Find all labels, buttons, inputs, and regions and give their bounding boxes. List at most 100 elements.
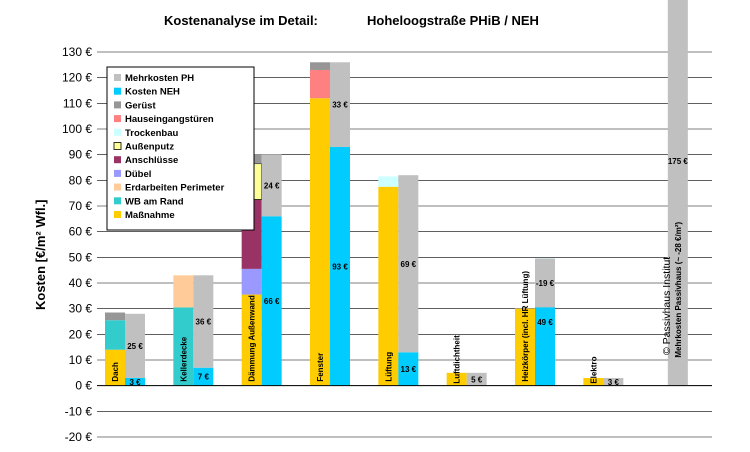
- legend-label: Hauseingangstüren: [125, 114, 214, 125]
- bar-extra: [466, 372, 487, 386]
- legend-label: Gerüst: [125, 100, 156, 111]
- bar-neh: [398, 352, 419, 386]
- legend-label: Anschlüsse: [125, 155, 178, 166]
- value-label: 24 €: [264, 181, 280, 190]
- legend-label: WB am Rand: [125, 196, 184, 207]
- bar-segment: [378, 176, 399, 187]
- y-tick-label: 30 €: [69, 302, 93, 316]
- bar-extra: [603, 377, 624, 386]
- y-tick-label: 90 €: [69, 148, 93, 162]
- bar-segment: [241, 268, 262, 295]
- bar-extra: [330, 62, 350, 147]
- bar-neh: [330, 146, 350, 386]
- bar-segment: [105, 320, 125, 350]
- category-label: Mehrkosten Passivhaus (~ -28 €/m²): [674, 222, 683, 358]
- bar-extra: [193, 275, 214, 368]
- bar-segment: [310, 98, 330, 386]
- value-label: 69 €: [401, 260, 417, 269]
- legend-swatch: [114, 169, 121, 177]
- chart-title: Kostenanalyse im Detail:: [164, 13, 318, 28]
- y-axis-ticks: 130 € 120 € 110 € 100 € 90 € 80 € 70 € 60 € 50 €…: [62, 45, 92, 444]
- value-label: 3 €: [129, 378, 141, 387]
- bars: [105, 0, 688, 386]
- bar-neh: [193, 367, 214, 386]
- legend-label: Trockenbau: [125, 128, 179, 139]
- bar-segment: [173, 275, 194, 308]
- y-axis-label: Kosten [€/m² Wfl.]: [33, 200, 48, 311]
- value-label: -19 €: [536, 279, 555, 288]
- legend-box: [106, 66, 255, 231]
- legend-label: Dübel: [125, 169, 151, 180]
- value-label: 175 €: [668, 157, 689, 166]
- legend-label: Maßnahme: [125, 210, 175, 221]
- bar-neh: [125, 377, 145, 386]
- bar-segment: [378, 186, 399, 386]
- value-label: 25 €: [127, 342, 143, 351]
- y-tick-label: 80 €: [69, 173, 93, 187]
- bar-segment: [583, 377, 604, 386]
- y-tick-label: -10 €: [65, 404, 93, 418]
- legend-label: Kosten NEH: [125, 87, 180, 98]
- category-label: Luftdichtheit: [453, 335, 462, 384]
- y-tick-label: 60 €: [69, 225, 93, 239]
- y-tick-label: 10 €: [69, 353, 93, 367]
- legend: Mehrkosten PH Kosten NEH Gerüst Hauseingang…: [106, 66, 255, 231]
- category-label: Kellerdecke: [179, 336, 188, 381]
- value-label: 33 €: [332, 101, 348, 110]
- bar-segment: [105, 349, 125, 386]
- legend-label: Außenputz: [125, 142, 174, 153]
- bar-segment: [515, 308, 535, 386]
- legend-swatch: [114, 101, 121, 109]
- bar-segment: [310, 69, 330, 99]
- y-tick-label: -20 €: [65, 430, 93, 444]
- value-label: 13 €: [401, 365, 417, 374]
- legend-label: Erdarbeiten Perimeter: [125, 183, 225, 194]
- copyright-note: © Passivhaus Institut: [661, 257, 673, 355]
- bar-segment: [105, 312, 125, 321]
- value-label: 5 €: [471, 375, 483, 384]
- bar-segment: [173, 307, 194, 386]
- category-label: Heizkörper (incl. HR Lüftung): [521, 271, 530, 382]
- legend-swatch: [114, 115, 121, 123]
- legend-swatch: [114, 74, 121, 81]
- bar-neh: [261, 216, 282, 386]
- y-tick-label: 100 €: [62, 122, 92, 136]
- category-label: Lüftung: [384, 352, 393, 382]
- value-label: 66 €: [264, 297, 280, 306]
- category-label: Elektro: [589, 356, 598, 383]
- value-label: 49 €: [537, 318, 553, 327]
- chart-subtitle: Hoheloogstraße PHiB / NEH: [367, 13, 539, 28]
- y-tick-label: 130 €: [62, 45, 92, 59]
- y-tick-label: 110 €: [63, 96, 92, 110]
- value-label: 93 €: [332, 262, 348, 271]
- legend-label: Mehrkosten PH: [125, 73, 194, 84]
- legend-swatch: [113, 142, 122, 150]
- bar-labels: 3 € 25 € Dach 7 € 36 € Kellerdecke 66 € 24 € Däm…: [111, 101, 688, 387]
- category-label: Fenster: [316, 353, 325, 382]
- y-tick-label: 50 €: [69, 250, 93, 264]
- value-label: 7 €: [198, 373, 210, 382]
- value-label: 3 €: [608, 378, 620, 387]
- y-tick-label: 20 €: [69, 327, 93, 341]
- bar-segment: [446, 372, 467, 386]
- y-tick-label: 70 €: [69, 199, 93, 213]
- legend-swatch: [114, 211, 121, 218]
- legend-swatch: [114, 197, 121, 205]
- bar-extra: [125, 313, 145, 378]
- bar-extra: [398, 175, 419, 353]
- legend-swatch: [114, 156, 121, 164]
- legend-swatch: [114, 183, 121, 191]
- legend-swatch: [114, 128, 121, 136]
- bar-segment: [241, 294, 262, 386]
- bar-segment: [310, 62, 330, 70]
- legend-swatch: [114, 87, 121, 95]
- y-tick-label: 0 €: [75, 379, 92, 393]
- bar-extra: [535, 258, 555, 308]
- bar-extra: [667, 0, 688, 386]
- category-label: Dach: [111, 362, 120, 382]
- y-tick-label: 120 €: [62, 71, 92, 85]
- category-label: Dämmung Außenwand: [248, 295, 257, 381]
- bar-extra: [261, 154, 282, 217]
- value-label: 36 €: [196, 318, 212, 327]
